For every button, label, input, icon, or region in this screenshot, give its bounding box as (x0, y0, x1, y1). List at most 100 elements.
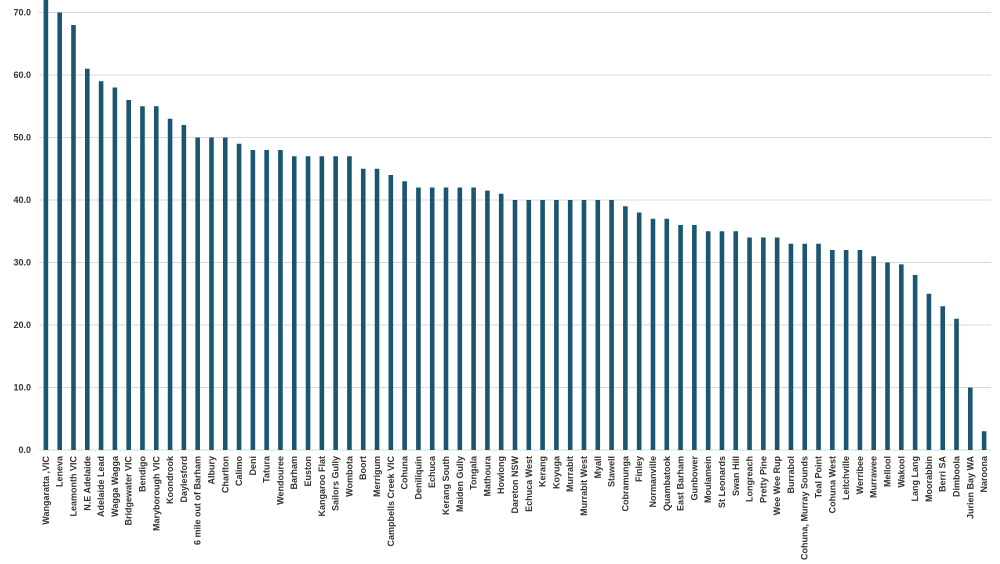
bar (360, 168, 366, 450)
x-tick-label: Lang Lang (910, 456, 920, 502)
y-tick-label: 20.0 (13, 320, 31, 330)
x-tick-label: Moulamein (703, 456, 713, 503)
bar (291, 156, 297, 450)
x-tick-label: Jurien Bay WA (965, 456, 975, 520)
bar (540, 200, 545, 450)
y-tick-label: 0.0 (18, 445, 31, 455)
x-tick-label: Merrigum (372, 456, 382, 497)
bar (526, 200, 532, 450)
x-tick-label: Tongala (469, 455, 479, 490)
bar (623, 206, 628, 450)
x-tick-label: Cohuna West (827, 456, 837, 513)
y-tick-label: 10.0 (13, 383, 31, 393)
x-tick-label: Bridgewater VIC (124, 456, 134, 526)
x-tick-label: Dareton NSW (510, 456, 520, 514)
x-tick-label: Gunbower (689, 456, 699, 501)
x-tick-label: Mathoura (482, 455, 492, 496)
x-tick-label: Moorabbin (924, 456, 934, 502)
x-tick-label: Barham (289, 456, 299, 490)
x-tick-label: Leitchville (841, 456, 851, 500)
bar (705, 231, 711, 450)
bar (443, 187, 449, 450)
bar (554, 200, 559, 450)
x-tick-label: Teal Point (814, 456, 824, 498)
x-tick-label: Murrabit West (579, 456, 589, 516)
bar (126, 100, 131, 450)
bar (940, 306, 946, 450)
x-tick-label: Euston (303, 456, 313, 487)
x-tick-label: Leamonth VIC (68, 456, 78, 517)
x-tick-label: Campbells Creek VIC (386, 456, 396, 547)
x-tick-label: Murrabit (565, 456, 575, 492)
x-tick-label: St Leonards (717, 456, 727, 508)
x-tick-label: Burrabol (786, 456, 796, 494)
bar (926, 293, 932, 450)
bar (250, 150, 256, 450)
bar (457, 187, 463, 450)
x-tick-label: Cohuna (400, 455, 410, 489)
x-tick-label: Finley (634, 456, 644, 482)
x-tick-label: Cobramunga (620, 455, 630, 511)
x-tick-label: Kerang South (441, 456, 451, 515)
bar (416, 187, 421, 450)
x-tick-label: Wangaratta ,VIC (41, 456, 51, 525)
bar (609, 200, 614, 450)
y-tick-label: 60.0 (13, 70, 31, 80)
bar (843, 250, 849, 450)
bar (84, 68, 90, 450)
x-tick-label: Wakool (896, 456, 906, 488)
x-tick-label: Werribee (855, 456, 865, 494)
bar (167, 118, 173, 450)
bar (581, 200, 587, 450)
x-tick-label: Maryborough VIC (151, 456, 161, 532)
bar (471, 187, 476, 450)
bar (485, 190, 490, 450)
x-tick-label: Wendouree (275, 456, 285, 505)
y-tick-label: 30.0 (13, 258, 31, 268)
bar (912, 275, 918, 450)
bar (761, 237, 766, 450)
bar (774, 237, 780, 450)
bar (319, 156, 325, 450)
x-tick-label: Adelaide Lead (96, 456, 106, 517)
bar (802, 243, 808, 450)
bar (830, 250, 835, 450)
bar (678, 225, 683, 450)
bar (816, 243, 821, 450)
bar (498, 193, 504, 450)
x-tick-label: Echuca (427, 455, 437, 488)
bar (153, 106, 159, 450)
x-tick-label: Wombota (344, 455, 354, 497)
x-tick-label: Koyuga (551, 455, 561, 489)
x-tick-label: Koondrook (165, 455, 175, 504)
x-tick-label: Berri SA (938, 456, 948, 493)
bar (333, 156, 338, 450)
bar (236, 143, 242, 450)
bar (429, 187, 435, 450)
x-tick-label: Pretty Pine (758, 456, 768, 503)
x-tick-label: 6 mile out of Barham (193, 456, 203, 545)
bar (112, 87, 118, 450)
x-tick-label: Albury (206, 456, 216, 485)
x-tick-label: Boort (358, 456, 368, 480)
bar (899, 264, 904, 450)
bar (719, 231, 725, 450)
bar (650, 218, 656, 450)
x-tick-label: Howlong (496, 456, 506, 494)
bar (747, 237, 752, 450)
bar (595, 200, 601, 450)
bar (968, 387, 973, 450)
x-tick-label: Calimo (234, 456, 244, 487)
bar (195, 137, 200, 450)
x-tick-label: Naroona (979, 455, 989, 493)
bar (885, 262, 890, 450)
bar (98, 81, 104, 450)
x-tick-label: Dimboola (952, 455, 962, 497)
bar (664, 218, 670, 450)
bar (264, 150, 269, 450)
x-tick-label: Myall (593, 456, 603, 479)
x-tick-label: N.E Adelaide (82, 456, 92, 511)
x-tick-label: Maiden Gully (455, 456, 465, 512)
bar (57, 12, 62, 450)
